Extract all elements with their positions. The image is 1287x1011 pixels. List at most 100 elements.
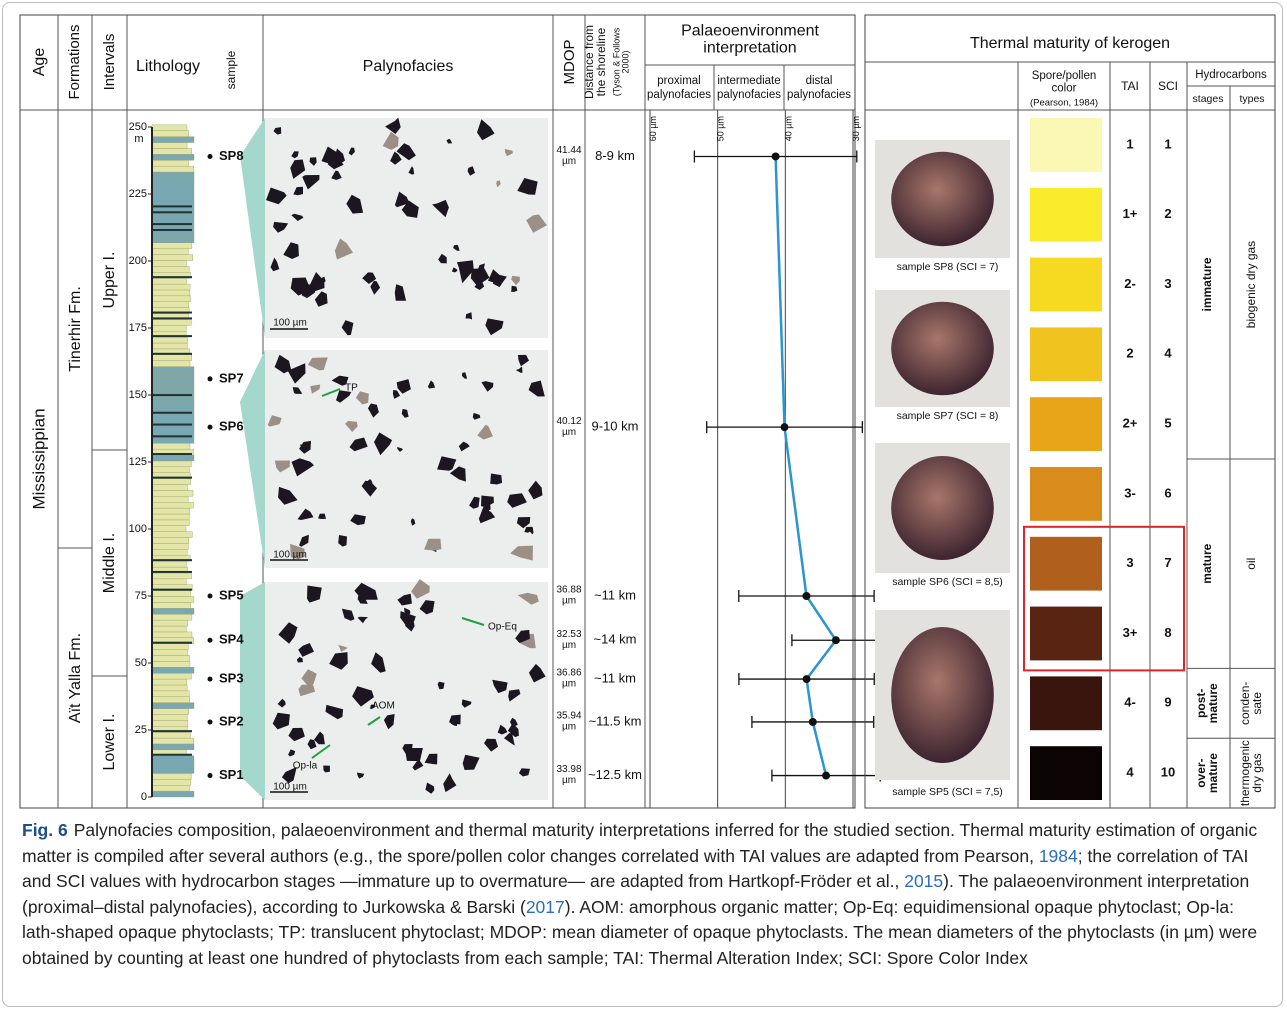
lithology-dark	[152, 317, 192, 319]
photo-label: 100 µm	[273, 318, 307, 329]
column-header-line: proximal	[657, 75, 700, 87]
color-swatch	[1030, 607, 1102, 661]
hydrocarbon-type-line: oil	[1244, 558, 1258, 570]
depth-tick-label: 225	[129, 188, 147, 200]
lithology-bed	[152, 650, 188, 656]
lithology-dark	[152, 642, 192, 644]
lithology-bed	[152, 243, 192, 249]
lithology-bed	[152, 608, 194, 614]
depth-unit: m	[134, 133, 143, 145]
lithology-bed	[152, 791, 194, 797]
sample-marker	[208, 773, 213, 778]
lithology-bed	[152, 614, 192, 620]
panel-title: Thermal maturity of kerogen	[970, 35, 1170, 52]
lithology-bed	[152, 714, 187, 720]
tai-value: 2+	[1123, 416, 1138, 431]
citation-link[interactable]: 2017	[526, 897, 565, 917]
photo-label: Op-la	[293, 761, 318, 772]
lithology-bed	[152, 213, 194, 219]
distance-value: ~11.5 km	[589, 713, 642, 728]
lithology-bed	[152, 337, 188, 343]
column-header-line: palynofacies	[787, 89, 851, 101]
sci-value: 3	[1164, 276, 1171, 291]
column-header-line: Palaeoenvironment	[681, 23, 819, 40]
hydrocarbon-stage: post-mature	[1194, 683, 1220, 723]
lithology-bed	[152, 355, 192, 361]
lithology-bed	[152, 508, 190, 514]
depth-tick-label: 200	[129, 255, 147, 267]
column-header-line: palynofacies	[647, 89, 711, 101]
distance-value: ~12.5 km	[588, 767, 642, 782]
column-header: SCI	[1158, 79, 1178, 93]
mdop-point	[803, 675, 811, 683]
hydrocarbon-stage: mature	[1200, 543, 1214, 583]
age-label: Mississippian	[29, 408, 48, 509]
lithology-dark	[152, 211, 192, 213]
photo-label: AOM	[372, 701, 395, 712]
column-header-line: palynofacies	[717, 89, 781, 101]
lithology-bed	[152, 591, 191, 597]
sample-wedge	[240, 118, 265, 338]
citation-link[interactable]: 1984	[1039, 846, 1078, 866]
lithology-bed	[152, 490, 193, 496]
depth-tick-label: 100	[129, 523, 147, 535]
lithology-bed	[152, 703, 194, 709]
mdop-point	[802, 592, 810, 600]
sample-label: SP1	[219, 767, 244, 782]
lithology-bed	[152, 196, 194, 202]
lithology-bed	[152, 255, 193, 261]
mdop-value: 40.12	[556, 416, 581, 427]
depth-tick-label: 25	[135, 724, 147, 736]
photo-caption: sample SP7 (SCI = 8)	[897, 410, 999, 422]
lithology-bed	[152, 249, 188, 255]
interval-label: Lower I.	[101, 714, 118, 771]
interval-label: Middle I.	[101, 533, 118, 593]
lithology-bed	[152, 231, 194, 237]
sample-marker	[208, 376, 213, 381]
hydrocarbon-type-line: biogenic dry gas	[1244, 241, 1258, 328]
mdop-point	[822, 772, 830, 780]
x-tick-value: 60	[648, 131, 658, 141]
depth-tick-label: 250	[129, 121, 147, 133]
lithology-bed	[152, 319, 191, 325]
lithology-dark	[152, 312, 192, 314]
column-header: Lithology	[136, 58, 200, 75]
x-tick-label: 50 µm	[716, 116, 726, 141]
lithology-bed	[152, 785, 190, 791]
lithology-bed	[152, 768, 194, 774]
distance-value: 8-9 km	[595, 148, 635, 163]
lithology-bed	[152, 284, 190, 290]
lithology-bed	[152, 644, 188, 650]
sci-value: 7	[1164, 555, 1171, 570]
lithology-dark	[152, 394, 192, 396]
lithology-dark	[152, 435, 192, 437]
distance-value: ~11 km	[594, 671, 636, 686]
depth-tick-label: 150	[129, 389, 147, 401]
lithology-bed	[152, 526, 186, 532]
lithology-dark	[152, 589, 192, 591]
lithology-bed	[152, 773, 191, 779]
sample-wedge	[240, 350, 265, 568]
lithology-bed	[152, 166, 194, 172]
lithology-bed	[152, 148, 192, 154]
color-swatch	[1030, 537, 1102, 591]
citation-link[interactable]: 2015	[904, 871, 943, 891]
mdop-value: 36.86	[556, 668, 581, 679]
lithology-dark	[152, 412, 192, 414]
lithology-dark	[152, 335, 192, 337]
x-tick-value: 30	[851, 131, 861, 141]
spore	[891, 456, 994, 560]
x-tick-value: 40	[784, 131, 794, 141]
lithology-dark	[152, 477, 192, 479]
lithology-bed	[152, 378, 194, 384]
lithology-bed	[152, 325, 186, 331]
mdop-point	[772, 152, 780, 160]
tai-value: 3-	[1124, 485, 1136, 500]
sci-value: 2	[1164, 206, 1171, 221]
sci-value: 6	[1164, 485, 1171, 500]
hydrocarbon-stage: immature	[1200, 257, 1214, 311]
sci-value: 1	[1164, 136, 1171, 151]
lithology-dark	[152, 571, 192, 573]
mdop-unit: µm	[562, 640, 576, 651]
x-tick-label: 30 µm	[851, 116, 861, 141]
